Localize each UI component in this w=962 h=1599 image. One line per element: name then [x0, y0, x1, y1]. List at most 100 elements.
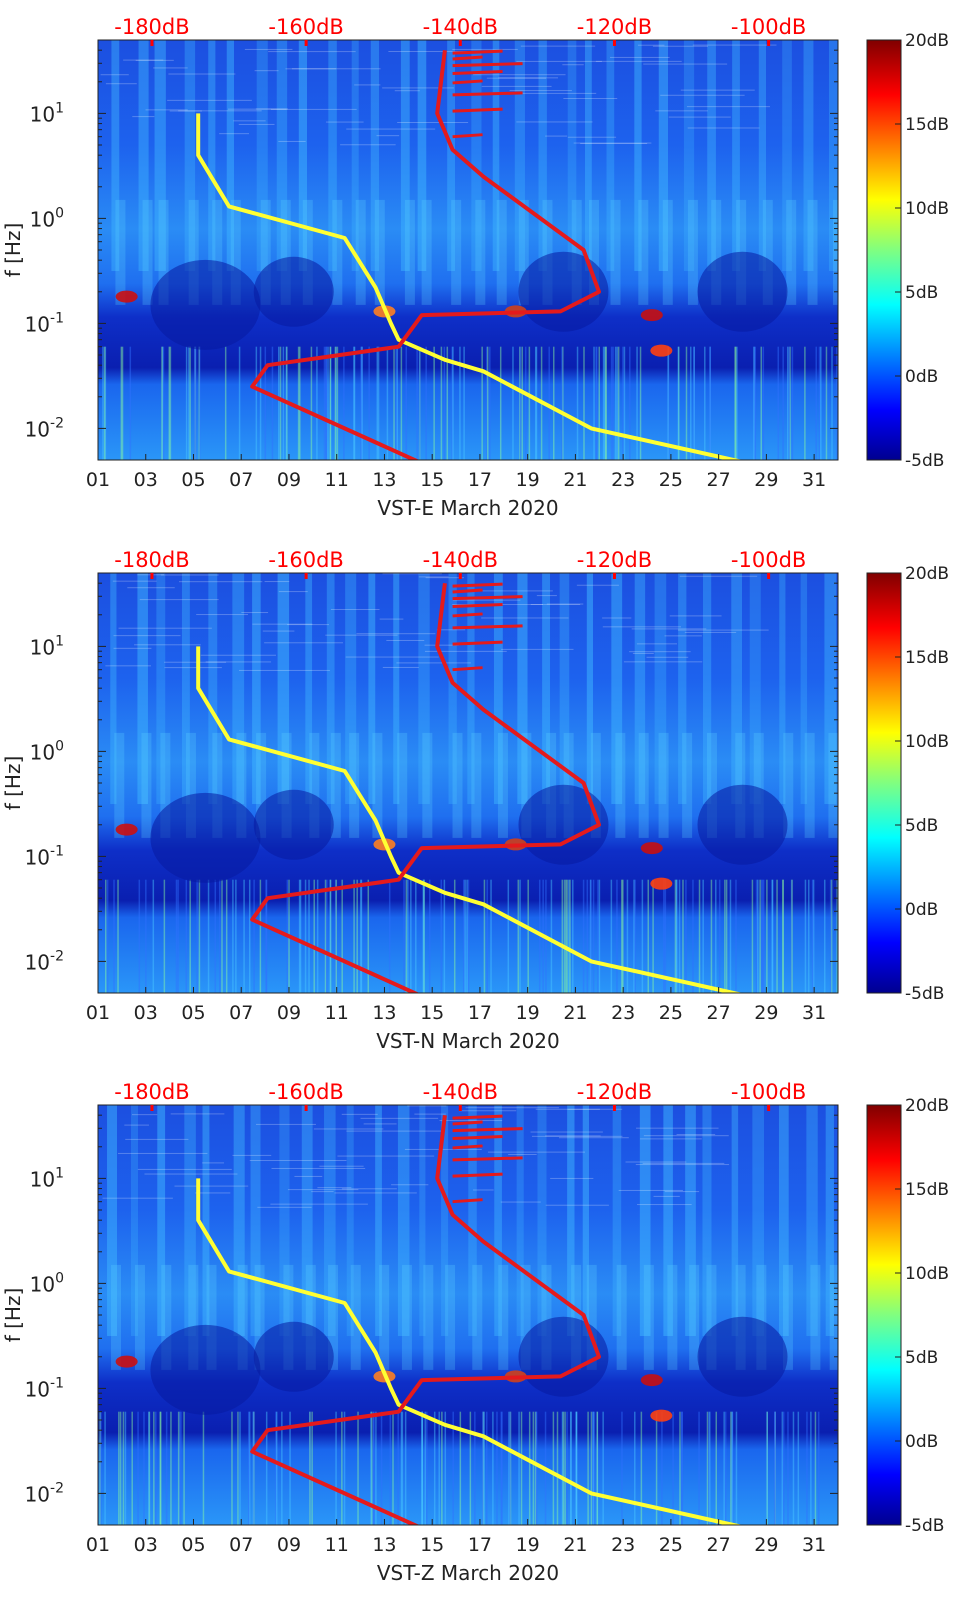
x-tick-label: 21	[563, 469, 587, 491]
y-tick-label: 101	[30, 100, 64, 126]
colorbar-tick-label: 15dB	[905, 1180, 949, 1200]
high-noise-model-curve	[452, 1156, 523, 1162]
high-noise-model-curve	[250, 582, 601, 993]
x-tick-label: 17	[468, 1002, 492, 1024]
x-tick-label: 25	[659, 1002, 683, 1024]
x-tick-label: 19	[516, 1534, 540, 1556]
x-tick-label: 05	[181, 1002, 205, 1024]
high-noise-model-curve	[250, 1114, 601, 1525]
low-noise-model-curve	[196, 1178, 743, 1525]
colorbar: 20dB 15dB 10dB 5dB 0dB -5dB	[866, 1096, 949, 1536]
colorbar-tick-label: 15dB	[905, 648, 949, 668]
y-tick-label: 100	[30, 1270, 64, 1296]
x-tick-label: 13	[372, 1002, 396, 1024]
colorbar-tick-label: 20dB	[905, 564, 949, 584]
x-tick-label: 11	[325, 469, 349, 491]
colorbar-gradient	[866, 39, 902, 461]
x-tick-label: 15	[420, 469, 444, 491]
colorbar-tick-label: 15dB	[905, 115, 949, 135]
top-axis-db-label: -100dB	[731, 15, 806, 39]
high-noise-model-curve	[452, 1114, 503, 1120]
x-tick-label: 01	[86, 469, 110, 491]
x-tick-label: 07	[229, 1002, 253, 1024]
colorbar-tick-label: -5dB	[905, 984, 944, 1004]
y-tick-label: 101	[30, 1165, 64, 1191]
y-axis-label: f [Hz]	[1, 756, 25, 811]
x-tick-label: 17	[468, 1534, 492, 1556]
colorbar-tick-label: 10dB	[905, 732, 949, 752]
x-tick-label: 05	[181, 469, 205, 491]
colorbar-tick-label: 5dB	[905, 1348, 938, 1368]
y-axis-label: f [Hz]	[1, 223, 25, 278]
high-noise-model-curve	[452, 612, 483, 618]
high-noise-model-curve	[452, 62, 523, 68]
x-tick-label: 01	[86, 1534, 110, 1556]
colorbar-gradient	[866, 1104, 902, 1526]
top-axis-db-label: -100dB	[731, 1080, 806, 1104]
x-tick-label: 03	[134, 469, 158, 491]
y-tick-label: 100	[30, 205, 64, 231]
y-tick-label: 100	[30, 738, 64, 764]
colorbar-tick-label: 10dB	[905, 1264, 949, 1284]
top-axis-db-label: -120dB	[577, 548, 652, 572]
x-tick-label: 29	[754, 469, 778, 491]
top-axis-db-label: -100dB	[731, 548, 806, 572]
top-axis-db-label: -180dB	[114, 1080, 189, 1104]
high-noise-model-curve	[452, 582, 503, 588]
spectrogram-image	[98, 1105, 838, 1525]
x-tick-label: 11	[325, 1002, 349, 1024]
x-tick-label: 29	[754, 1002, 778, 1024]
high-noise-model-curve	[452, 588, 483, 594]
high-noise-model-curve	[452, 1120, 483, 1126]
high-noise-model-curve	[452, 1134, 503, 1140]
x-tick-label: 09	[277, 1534, 301, 1556]
spectrogram-image	[98, 573, 838, 993]
x-tick-label: 23	[611, 469, 635, 491]
x-tick-label: 27	[707, 1534, 731, 1556]
x-axis-label: VST-E March 2020	[377, 496, 558, 520]
y-tick-label: 10-2	[25, 415, 64, 441]
high-noise-model-curve	[250, 49, 601, 460]
top-axis-db-label: -160dB	[268, 548, 343, 572]
spectrogram-panel: 01 03 05 07 09 11 13 15 17 19 21 23 25 27 29 31 VST-Z Ma…	[1, 1080, 949, 1585]
x-tick-label: 05	[181, 1534, 205, 1556]
spectrogram-image	[98, 40, 838, 460]
x-tick-label: 25	[659, 469, 683, 491]
high-noise-model-curve	[452, 1127, 523, 1133]
x-tick-label: 09	[277, 469, 301, 491]
x-tick-label: 01	[86, 1002, 110, 1024]
x-tick-label: 23	[611, 1002, 635, 1024]
x-tick-label: 15	[420, 1534, 444, 1556]
colorbar-tick-label: 20dB	[905, 1096, 949, 1116]
x-tick-label: 13	[372, 469, 396, 491]
x-tick-label: 13	[372, 1534, 396, 1556]
high-noise-model-curve	[452, 49, 503, 55]
x-tick-label: 29	[754, 1534, 778, 1556]
high-noise-model-curve	[452, 624, 523, 630]
high-noise-model-curve	[452, 640, 503, 646]
high-noise-model-curve	[452, 91, 523, 97]
colorbar: 20dB 15dB 10dB 5dB 0dB -5dB	[866, 31, 949, 471]
high-noise-model-curve	[452, 595, 523, 601]
high-noise-model-curve	[452, 1144, 483, 1150]
top-axis-db-label: -180dB	[114, 548, 189, 572]
top-axis-db-label: -120dB	[577, 1080, 652, 1104]
x-axis-label: VST-Z March 2020	[377, 1561, 559, 1585]
y-axis-label: f [Hz]	[1, 1288, 25, 1343]
x-tick-label: 07	[229, 469, 253, 491]
x-axis-label: VST-N March 2020	[376, 1029, 560, 1053]
colorbar: 20dB 15dB 10dB 5dB 0dB -5dB	[866, 564, 949, 1004]
high-noise-model-curve	[452, 107, 503, 113]
y-tick-label: 10-1	[25, 843, 64, 869]
x-tick-label: 19	[516, 469, 540, 491]
colorbar-gradient	[866, 572, 902, 994]
high-noise-model-curve	[452, 79, 483, 85]
high-noise-model-curve	[452, 666, 483, 672]
y-tick-label: 10-1	[25, 1375, 64, 1401]
top-axis-db-label: -160dB	[268, 15, 343, 39]
x-tick-label: 19	[516, 1002, 540, 1024]
x-tick-label: 11	[325, 1534, 349, 1556]
colorbar-tick-label: 0dB	[905, 900, 938, 920]
x-tick-label: 15	[420, 1002, 444, 1024]
low-noise-model-curve	[196, 113, 743, 460]
